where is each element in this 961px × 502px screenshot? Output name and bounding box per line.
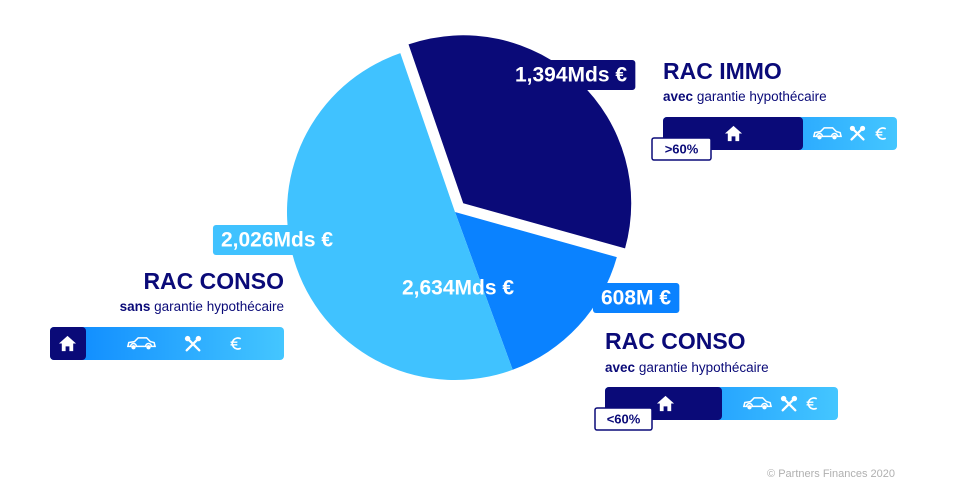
- share-tag: >60%: [665, 141, 699, 156]
- share-tag: <60%: [607, 411, 641, 426]
- value-labels: 1,394Mds € 608M € 2,026Mds € 2,634Mds €: [212, 60, 680, 313]
- value-label: 608M €: [592, 283, 680, 313]
- value-label: 1,394Mds €: [506, 60, 636, 90]
- value-label-text: 608M €: [601, 287, 671, 310]
- value-label-text: 1,394Mds €: [515, 64, 627, 87]
- pie-slice: [287, 53, 513, 380]
- pie-slice: [455, 212, 617, 370]
- value-label-box: [592, 283, 680, 313]
- copyright: © Partners Finances 2020: [767, 468, 895, 480]
- value-label-box: [506, 60, 636, 90]
- value-label: 2,026Mds €: [212, 225, 342, 255]
- category-bar: >60%: [651, 117, 897, 161]
- total-label: 2,634Mds €: [402, 277, 514, 300]
- guarantee: garantie hypothécaire: [154, 299, 284, 314]
- value-label-box: [212, 225, 342, 255]
- segment-subtitle: sans garantie hypothécaire: [120, 299, 284, 314]
- segment-title: RAC IMMO: [663, 58, 782, 84]
- guarantee: garantie hypothécaire: [639, 360, 769, 375]
- segment-subtitle: avec garantie hypothécaire: [605, 360, 769, 375]
- guarantee: garantie hypothécaire: [697, 89, 827, 104]
- qualifier: sans: [120, 299, 151, 314]
- category-bar: [50, 327, 284, 360]
- qualifier: avec: [605, 360, 636, 375]
- value-label-text: 2,026Mds €: [221, 229, 333, 252]
- qualifier: avec: [663, 89, 694, 104]
- category-bar: <60%: [594, 387, 838, 431]
- segment-title: RAC CONSO: [143, 268, 284, 294]
- segment-subtitle: avec garantie hypothécaire: [663, 89, 827, 104]
- segment-title: RAC CONSO: [605, 328, 746, 354]
